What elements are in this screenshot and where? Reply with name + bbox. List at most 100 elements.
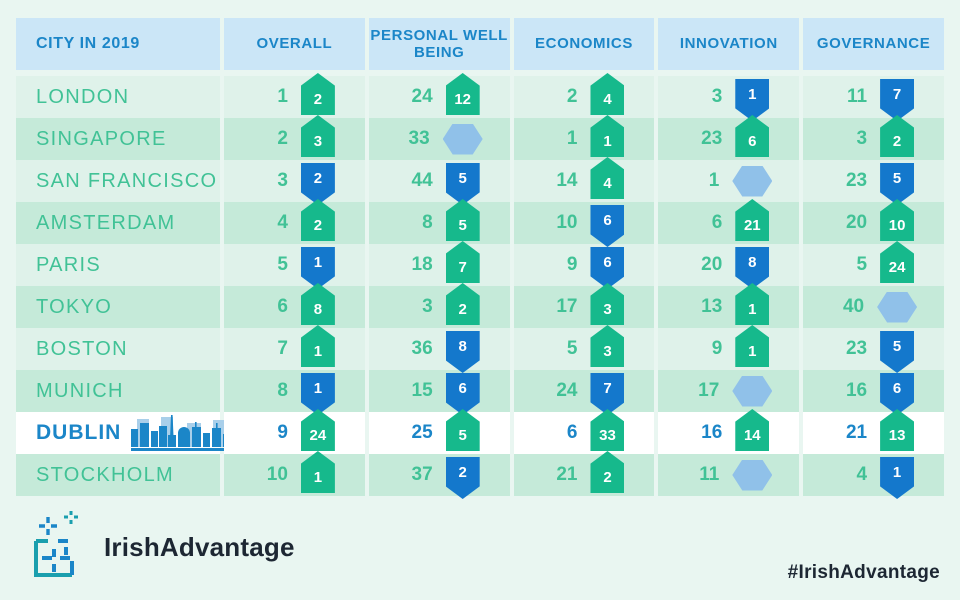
rank-cell: 36 8	[368, 328, 510, 373]
city-cell: MUNICH	[16, 370, 220, 412]
rank-up-badge: 2	[300, 73, 335, 115]
rank-value: 21	[845, 422, 868, 443]
rank-down-badge: 7	[880, 79, 915, 121]
rank-value: 24	[556, 380, 578, 401]
rank-value: 36	[411, 338, 433, 359]
rank-up-badge: 3	[590, 325, 625, 367]
rank-value: 16	[845, 380, 868, 401]
rank-down-badge: 5	[880, 331, 915, 373]
rank-up-badge: 33	[590, 409, 625, 451]
rank-up-badge: 4	[590, 157, 625, 199]
rank-cell: 6 21	[658, 199, 800, 244]
rank-cell: 25 5	[368, 409, 510, 454]
rank-cell: 16 6	[803, 370, 944, 415]
city-cell: DUBLIN	[16, 412, 232, 454]
rank-value: 20	[845, 212, 868, 233]
city-cell: AMSTERDAM	[16, 202, 220, 244]
rank-cell: 21 2	[513, 451, 655, 496]
rank-cell: 33	[368, 118, 510, 160]
rank-up-badge: 1	[735, 283, 770, 325]
rank-cell: 24 12	[368, 73, 510, 118]
rank-value: 9	[277, 422, 288, 443]
table-row-dublin: DUBLIN 9 24 25 5 6 33 16 14 21 13	[16, 409, 944, 454]
rank-value: 23	[845, 170, 868, 191]
rank-cell: 24 7	[513, 370, 655, 415]
table-row-san-francisco: SAN FRANCISCO 3 2 44 5 14 4 1 23 5	[16, 157, 944, 205]
city-name: SAN FRANCISCO	[36, 169, 218, 192]
city-cell: SAN FRANCISCO	[16, 160, 220, 202]
rank-up-badge: 8	[300, 283, 335, 325]
rank-value: 21	[556, 464, 578, 485]
rank-cell: 15 6	[368, 370, 510, 415]
rank-value: 23	[701, 128, 723, 149]
rank-value: 3	[711, 86, 723, 107]
rank-value: 17	[556, 296, 578, 317]
brand-lockup: IrishAdvantage	[28, 509, 295, 586]
rank-value: 4	[856, 464, 868, 485]
rank-value: 9	[711, 338, 723, 359]
rank-up-badge: 1	[300, 325, 335, 367]
city-name: BOSTON	[36, 337, 128, 360]
rank-unchanged-badge	[877, 291, 918, 323]
rank-cell: 23 5	[803, 160, 944, 205]
rank-value: 44	[411, 170, 433, 191]
rank-down-badge: 7	[590, 373, 625, 415]
rank-value: 37	[411, 464, 433, 485]
rank-up-badge: 1	[735, 325, 770, 367]
city-cell: SINGAPORE	[16, 118, 220, 160]
rank-value: 25	[411, 422, 433, 443]
hashtag-label: #IrishAdvantage	[787, 562, 940, 583]
rank-down-badge: 6	[590, 205, 625, 247]
rank-down-badge: 8	[445, 331, 480, 373]
column-header-overall: OVERALL	[224, 18, 365, 70]
rank-value: 16	[701, 422, 723, 443]
rank-down-badge: 1	[735, 79, 770, 121]
rank-cell: 16 14	[658, 409, 800, 454]
table-row-stockholm: STOCKHOLM 10 1 37 2 21 2 11 4 1	[16, 451, 944, 499]
city-name: TOKYO	[36, 295, 113, 318]
city-cell: TOKYO	[16, 286, 220, 328]
city-name: DUBLIN	[36, 421, 122, 444]
rank-unchanged-badge	[732, 375, 773, 407]
rank-cell: 10 6	[513, 202, 655, 247]
column-header-innovation: INNOVATION	[658, 18, 800, 70]
city-name: STOCKHOLM	[36, 463, 175, 486]
column-header-personal-well-being: PERSONAL WELL BEING	[368, 18, 510, 70]
city-name: MUNICH	[36, 379, 124, 402]
city-cell: STOCKHOLM	[16, 454, 220, 496]
rank-unchanged-badge	[442, 123, 483, 155]
rank-value: 3	[856, 128, 868, 149]
rank-up-badge: 24	[300, 409, 335, 451]
rank-up-badge: 21	[735, 199, 770, 241]
rank-up-badge: 3	[590, 283, 625, 325]
rank-value: 2	[277, 128, 288, 149]
rank-cell: 20 8	[658, 244, 800, 289]
rank-value: 8	[277, 380, 288, 401]
rank-up-badge: 2	[880, 115, 915, 157]
rank-value: 8	[422, 212, 433, 233]
table-row-tokyo: TOKYO 6 8 3 2 17 3 13 1 40	[16, 283, 944, 328]
rank-up-badge: 12	[445, 73, 480, 115]
brand-name: IrishAdvantage	[104, 532, 295, 562]
city-cell: PARIS	[16, 244, 220, 286]
rank-down-badge: 2	[300, 163, 335, 205]
city-name: SINGAPORE	[36, 127, 167, 150]
rank-value: 33	[408, 128, 430, 149]
rank-up-badge: 5	[445, 409, 480, 451]
rank-up-badge: 24	[880, 241, 915, 283]
rank-cell: 1	[658, 160, 800, 202]
rank-cell: 21 13	[803, 409, 944, 454]
dublin-skyline-icon	[131, 415, 232, 447]
